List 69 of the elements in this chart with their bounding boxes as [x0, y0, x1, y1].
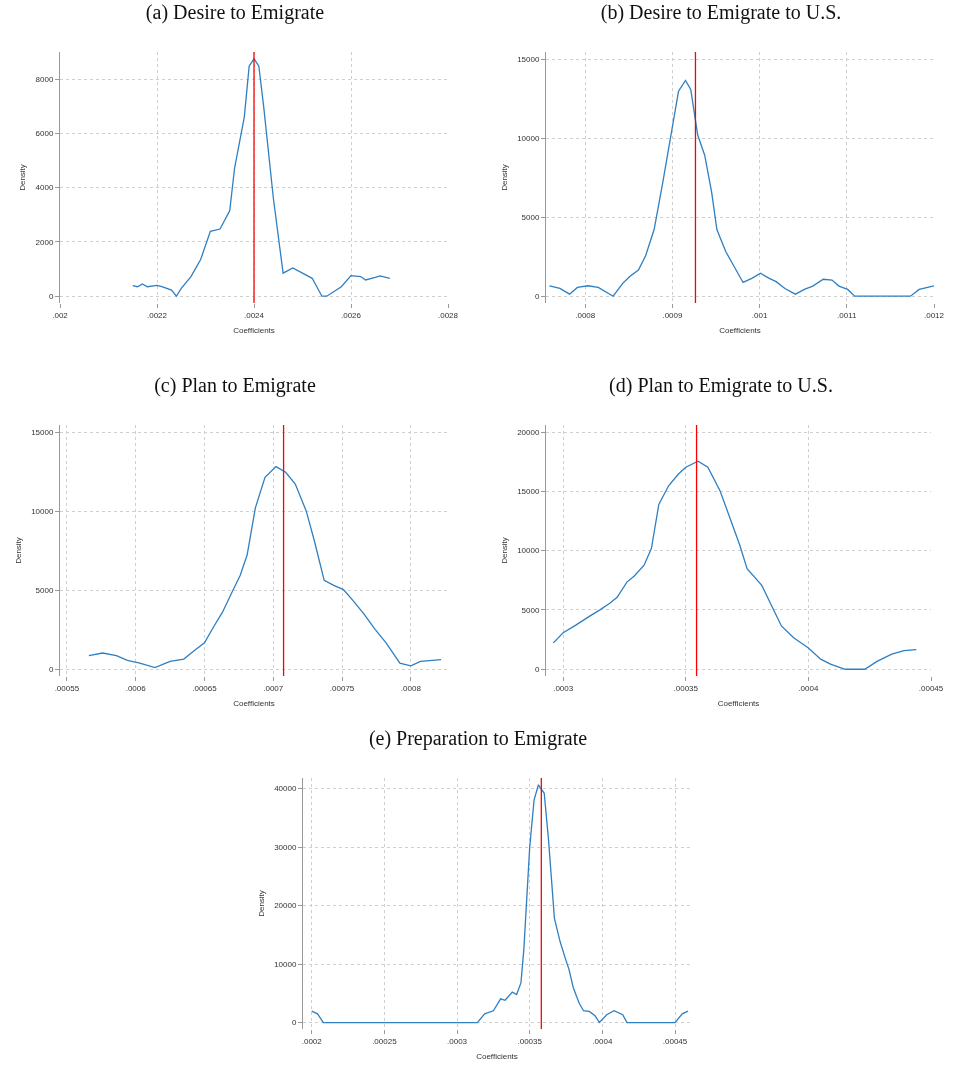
x-tick-label: .00035: [673, 683, 699, 693]
x-tick-label: .0026: [340, 310, 362, 320]
x-axis-title: Coefficients: [717, 698, 760, 708]
x-axis-title: Coefficients: [719, 325, 761, 335]
x-tick-label: .0003: [447, 1036, 468, 1046]
x-tick-label: .0028: [437, 310, 459, 320]
y-tick-label: 10000: [31, 506, 54, 516]
x-tick-label: .00035: [517, 1036, 543, 1046]
x-axis-title: Coefficients: [233, 325, 275, 335]
y-tick-label: 15000: [517, 54, 540, 64]
x-tick-label: .0004: [798, 683, 819, 693]
y-tick-label: 15000: [31, 427, 54, 437]
x-tick-label: .002: [52, 310, 69, 320]
y-tick-label: 0: [48, 665, 54, 674]
y-tick-label: 8000: [35, 74, 54, 84]
y-tick-label: 10000: [517, 546, 540, 556]
x-tick-label: .0008: [400, 683, 422, 693]
chart-title: (a) Desire to Emigrate: [145, 1, 325, 25]
y-tick-label: 40000: [274, 784, 297, 794]
x-tick-label: .00065: [192, 683, 218, 693]
y-tick-label: 4000: [35, 183, 54, 193]
line-series: [88, 465, 442, 669]
x-axis-title: Coefficients: [476, 1051, 518, 1061]
y-tick-label: 0: [291, 1018, 297, 1028]
y-axis-title: Density: [18, 164, 28, 191]
y-tick-label: 30000: [274, 842, 297, 852]
x-tick-label: .0007: [263, 683, 284, 693]
y-tick-label: 15000: [517, 487, 540, 497]
y-tick-label: 10000: [517, 133, 540, 143]
y-tick-label: 2000: [35, 237, 54, 247]
y-axis-title: Density: [256, 890, 266, 917]
y-tick-label: 20000: [517, 427, 540, 437]
chart-title: (c) Plan to Emigrate: [154, 374, 316, 398]
y-tick-label: 5000: [521, 212, 540, 222]
x-tick-label: .00045: [662, 1036, 688, 1046]
y-tick-label: 10000: [274, 959, 297, 969]
y-tick-label: 0: [534, 292, 540, 301]
x-axis-title: Coefficients: [233, 698, 275, 708]
y-axis-title: Density: [13, 537, 23, 564]
x-tick-label: .001: [751, 310, 768, 320]
x-tick-label: .00055: [54, 683, 80, 693]
y-tick-label: 0: [534, 665, 540, 675]
chart-title: (e) Preparation to Emigrate: [368, 727, 588, 751]
x-tick-label: .0008: [575, 310, 596, 320]
x-tick-label: .0004: [592, 1036, 613, 1046]
line-series: [548, 79, 934, 297]
y-tick-label: 6000: [35, 129, 54, 139]
x-tick-label: .00075: [329, 683, 355, 693]
y-tick-label: 5000: [521, 605, 540, 615]
x-tick-label: .00025: [372, 1036, 398, 1046]
x-tick-label: .00045: [918, 683, 944, 693]
x-tick-label: .0002: [301, 1036, 323, 1046]
x-tick-label: .0022: [146, 310, 168, 320]
chart-title: (b) Desire to Emigrate to U.S.: [600, 1, 842, 25]
x-tick-label: .0003: [553, 683, 574, 693]
y-axis-title: Density: [499, 537, 509, 564]
y-tick-label: 0: [48, 292, 54, 302]
line-series: [132, 58, 391, 297]
x-tick-label: .0012: [923, 310, 945, 320]
y-tick-label: 20000: [274, 901, 297, 911]
x-tick-label: .0009: [662, 310, 683, 320]
x-tick-label: .0024: [243, 310, 265, 320]
line-series: [311, 784, 689, 1024]
x-tick-label: .0011: [837, 310, 858, 320]
chart-title: (d) Plan to Emigrate to U.S.: [609, 374, 833, 398]
y-tick-label: 5000: [35, 585, 54, 595]
y-axis-title: Density: [499, 164, 509, 191]
x-tick-label: .0006: [125, 683, 147, 693]
line-series: [552, 460, 917, 670]
